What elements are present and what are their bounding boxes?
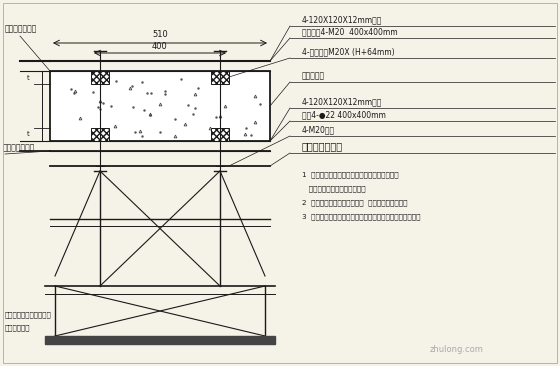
Text: 400: 400 xyxy=(152,42,168,51)
Text: 4-120X120X12mm钢板: 4-120X120X12mm钢板 xyxy=(302,15,382,24)
Bar xyxy=(91,128,109,141)
Text: t: t xyxy=(27,131,30,138)
Text: zhulong.com: zhulong.com xyxy=(430,345,484,354)
Text: 4-M20螺母: 4-M20螺母 xyxy=(302,125,335,134)
Text: 钻孔攻丝4-M20  400x400mm: 钻孔攻丝4-M20 400x400mm xyxy=(302,27,398,36)
Text: 螺栓与钢板满焊: 螺栓与钢板满焊 xyxy=(5,24,38,33)
Text: 厂家参数而定: 厂家参数而定 xyxy=(5,324,30,330)
Text: 螺母与钢板满焊: 螺母与钢板满焊 xyxy=(3,143,35,152)
Text: 4-双头螺栓M20X (H+64mm): 4-双头螺栓M20X (H+64mm) xyxy=(302,47,395,56)
Text: 2  图中虚线部分为焊接式支架  由我方施工时装配。: 2 图中虚线部分为焊接式支架 由我方施工时装配。 xyxy=(302,199,408,206)
Text: t: t xyxy=(27,75,30,81)
Text: 钻孔4-●22 400x400mm: 钻孔4-●22 400x400mm xyxy=(302,110,386,119)
Polygon shape xyxy=(45,336,275,344)
Bar xyxy=(211,71,229,84)
Bar xyxy=(50,71,270,141)
Text: 混凝土楼板: 混凝土楼板 xyxy=(302,71,325,80)
Text: 510: 510 xyxy=(152,30,168,39)
Bar xyxy=(211,128,229,141)
Text: 1  图中实线部分为整体式预埋件，按我方提供的: 1 图中实线部分为整体式预埋件，按我方提供的 xyxy=(302,171,399,178)
Text: 3  本安装图仅供施工参考，具体做法可根据现场条件确定。: 3 本安装图仅供施工参考，具体做法可根据现场条件确定。 xyxy=(302,213,421,220)
Text: 螺母与钢板满焊: 螺母与钢板满焊 xyxy=(302,141,343,151)
Text: 中心图尺寸由土建施工预埋。: 中心图尺寸由土建施工预埋。 xyxy=(302,185,366,192)
Text: 4-120X120X12mm钢板: 4-120X120X12mm钢板 xyxy=(302,97,382,106)
Bar xyxy=(91,71,109,84)
Text: 标高窗根据吊架，无影灯: 标高窗根据吊架，无影灯 xyxy=(5,311,52,318)
